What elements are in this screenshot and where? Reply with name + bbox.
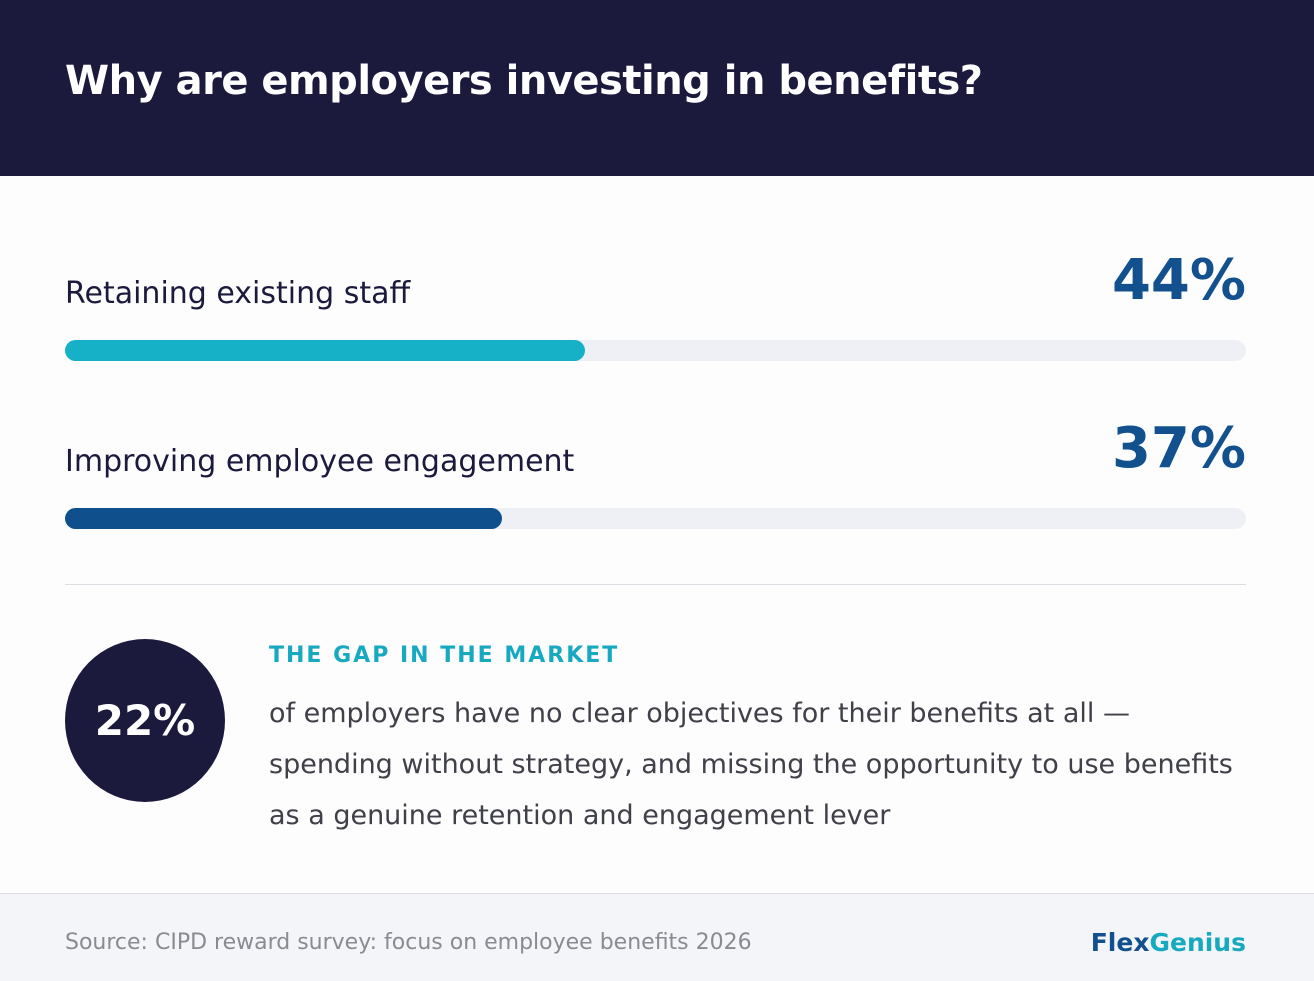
bar-label: Retaining existing staff [65,276,411,311]
title: Why are employers investing in benefits? [65,58,983,104]
bar-row: Retaining existing staff 44% [65,248,1246,368]
bar-row: Improving employee engagement 37% [65,416,1246,536]
callout-heading: THE GAP IN THE MARKET [269,643,620,668]
source: Source: CIPD reward survey: focus on emp… [65,930,752,955]
footer: Source: CIPD reward survey: focus on emp… [0,893,1314,981]
brand-second: Genius [1149,928,1246,957]
callout-text: of employers have no clear objectives fo… [269,698,1233,831]
bar [65,508,502,529]
brand: FlexGenius [1091,928,1246,957]
bar [65,340,585,361]
value-label: 37% [1111,416,1246,481]
stat-circle: 22% [65,639,225,802]
bar-track [65,340,1246,361]
brand-first: Flex [1090,928,1150,957]
header: Why are employers investing in benefits? [0,0,1314,176]
stat-value: 22% [94,696,196,745]
value-label: 44% [1111,248,1246,313]
bar-label: Improving employee engagement [65,444,575,479]
bar-track [65,508,1246,529]
divider [65,584,1246,585]
